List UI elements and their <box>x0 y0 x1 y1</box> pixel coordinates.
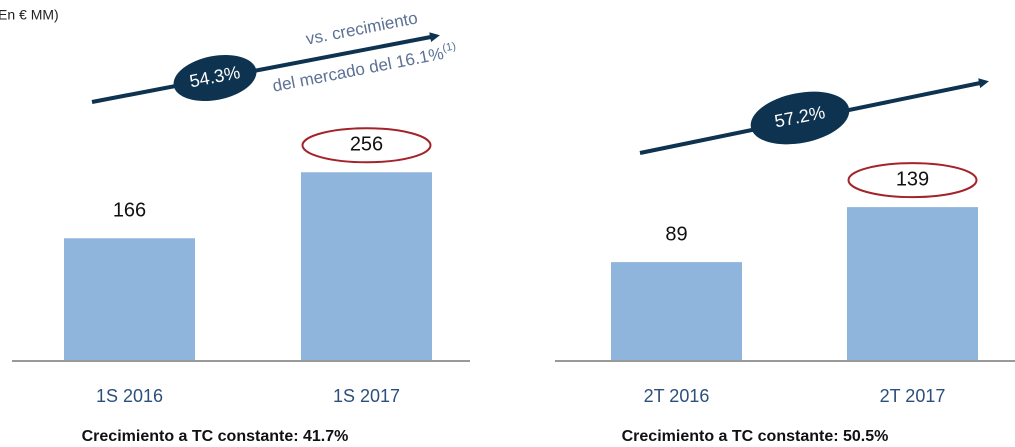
value-label: 139 <box>896 168 929 190</box>
highlight-ring <box>301 127 432 164</box>
value-label: 89 <box>665 223 687 245</box>
value-label: 256 <box>350 134 383 156</box>
note-ref: (1) <box>441 40 456 54</box>
x-tick-label: 1S 2017 <box>333 386 400 406</box>
bar <box>611 262 742 360</box>
bar <box>847 207 978 360</box>
bar <box>64 238 195 360</box>
unit-label: En € MM) <box>0 7 59 23</box>
footnote: Crecimiento a TC constante: 50.5% <box>622 428 889 445</box>
value-label: 166 <box>113 200 146 222</box>
footnote: Crecimiento a TC constante: 41.7% <box>82 428 349 445</box>
bar <box>301 172 432 360</box>
x-tick-label: 2T 2016 <box>644 386 710 406</box>
growth-badge <box>173 54 257 102</box>
x-tick-label: 1S 2016 <box>96 386 163 406</box>
highlight-ring <box>847 162 978 199</box>
growth-badge <box>750 91 850 145</box>
x-tick-label: 2T 2017 <box>880 386 946 406</box>
trend-arrow <box>91 32 440 104</box>
